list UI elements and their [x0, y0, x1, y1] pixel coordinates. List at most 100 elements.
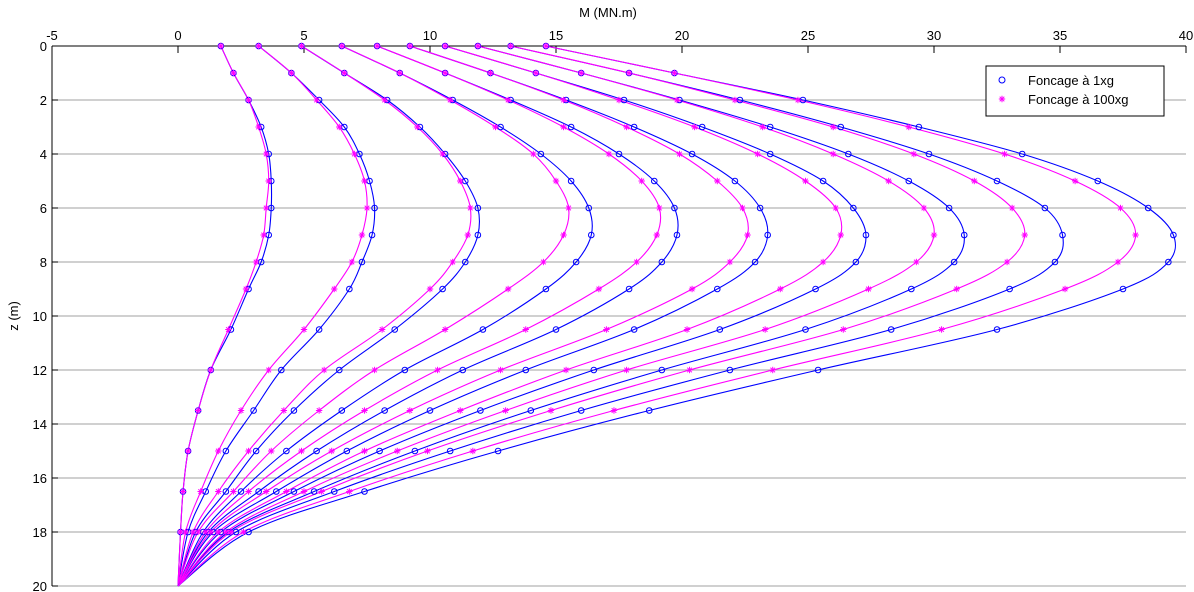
data-point-circle	[862, 231, 870, 239]
asterisk-stroke	[364, 205, 370, 211]
asterisk-stroke	[442, 326, 448, 333]
data-point-asterisk	[504, 96, 512, 104]
data-point-circle	[358, 258, 366, 266]
y-tick-label: 12	[33, 363, 47, 378]
data-point-asterisk	[268, 447, 275, 455]
asterisk-stroke	[830, 124, 836, 130]
series-markers-1xg-14	[225, 42, 968, 536]
asterisk-stroke	[795, 97, 801, 103]
asterisk-stroke	[560, 97, 567, 103]
series-markers-100xg-3	[182, 42, 371, 536]
series-line-100xg-15	[177, 45, 935, 587]
data-point-asterisk	[840, 326, 847, 333]
asterisk-stroke	[346, 488, 353, 495]
asterisk-stroke	[381, 97, 388, 103]
asterisk-stroke	[361, 178, 368, 184]
y-axis-title: z (m)	[6, 301, 21, 331]
data-point-asterisk	[1071, 177, 1079, 185]
asterisk-stroke	[349, 259, 355, 265]
asterisk-stroke	[833, 205, 839, 211]
asterisk-stroke	[288, 70, 295, 76]
data-point-asterisk	[225, 326, 232, 333]
series-markers-1xg-6	[199, 42, 595, 536]
data-point-asterisk	[761, 326, 769, 333]
asterisk-stroke	[654, 232, 660, 238]
data-point-circle	[343, 447, 351, 455]
data-point-asterisk	[487, 69, 494, 77]
data-point-asterisk	[207, 366, 214, 374]
data-point-asterisk	[603, 326, 610, 333]
data-point-circle	[993, 177, 1001, 185]
y-tick-label: 6	[40, 201, 47, 216]
data-point-asterisk	[497, 366, 504, 374]
asterisk-stroke	[754, 151, 761, 157]
data-point-circle	[698, 123, 706, 131]
asterisk-stroke	[865, 286, 872, 292]
asterisk-stroke	[840, 326, 846, 333]
series-markers-1xg-12	[217, 42, 870, 536]
data-point-asterisk	[217, 42, 225, 50]
asterisk-stroke	[777, 286, 783, 292]
asterisk-stroke	[467, 205, 473, 211]
y-tick-label: 2	[40, 93, 47, 108]
asterisk-stroke	[762, 326, 768, 333]
asterisk-stroke	[371, 367, 378, 373]
data-point-circle	[905, 177, 913, 185]
data-point-asterisk	[414, 123, 421, 131]
asterisk-stroke	[245, 448, 252, 454]
asterisk-stroke	[611, 407, 617, 414]
data-point-asterisk	[260, 231, 267, 239]
series-markers-1xg-18	[245, 42, 1177, 536]
data-point-asterisk	[426, 285, 434, 293]
asterisk-stroke	[351, 151, 358, 157]
data-point-circle	[630, 123, 638, 131]
asterisk-stroke	[686, 367, 693, 373]
x-tick-label: 30	[927, 28, 941, 43]
data-point-circle	[255, 488, 262, 495]
asterisk-stroke	[802, 178, 809, 184]
data-point-asterisk	[300, 488, 308, 495]
data-point-circle	[542, 285, 550, 293]
data-point-asterisk	[971, 177, 978, 185]
data-point-circle	[960, 231, 968, 239]
data-point-circle	[250, 407, 257, 414]
asterisk-stroke	[497, 367, 504, 373]
data-point-asterisk	[913, 258, 920, 266]
series-markers-100xg-19	[240, 42, 1139, 536]
data-point-circle	[361, 488, 368, 495]
data-point-asterisk	[338, 42, 345, 50]
asterisk-stroke	[208, 529, 214, 535]
data-point-asterisk	[230, 69, 237, 77]
series-layer	[177, 42, 1177, 587]
legend-label-1xg: Foncage à 1xg	[1028, 73, 1114, 88]
asterisk-stroke	[691, 124, 698, 130]
asterisk-stroke	[633, 259, 640, 265]
data-point-circle	[283, 447, 290, 455]
asterisk-stroke	[911, 151, 917, 157]
data-point-asterisk	[230, 488, 237, 495]
data-point-asterisk	[245, 447, 252, 455]
y-tick-label: 0	[40, 39, 47, 54]
data-point-asterisk	[676, 150, 683, 158]
data-point-circle	[915, 123, 923, 131]
asterisk-stroke	[1009, 205, 1015, 211]
data-point-circle	[278, 366, 285, 374]
data-point-circle	[950, 258, 958, 266]
data-point-circle	[567, 123, 575, 131]
data-point-circle	[590, 366, 598, 374]
series-markers-100xg-9	[202, 42, 663, 536]
data-point-asterisk	[381, 96, 388, 104]
data-point-asterisk	[633, 258, 640, 266]
data-point-asterisk	[474, 42, 482, 50]
data-point-asterisk	[469, 447, 477, 455]
asterisk-stroke	[190, 529, 196, 535]
data-point-circle	[819, 177, 827, 185]
asterisk-stroke	[1115, 259, 1121, 265]
asterisk-stroke	[674, 97, 680, 103]
x-tick-label: 25	[801, 28, 815, 43]
legend-label-100xg: Foncage à 100xg	[1028, 92, 1128, 107]
asterisk-stroke	[442, 43, 448, 49]
asterisk-stroke	[596, 286, 602, 292]
data-point-circle	[587, 231, 595, 239]
x-tick-label: 40	[1179, 28, 1193, 43]
